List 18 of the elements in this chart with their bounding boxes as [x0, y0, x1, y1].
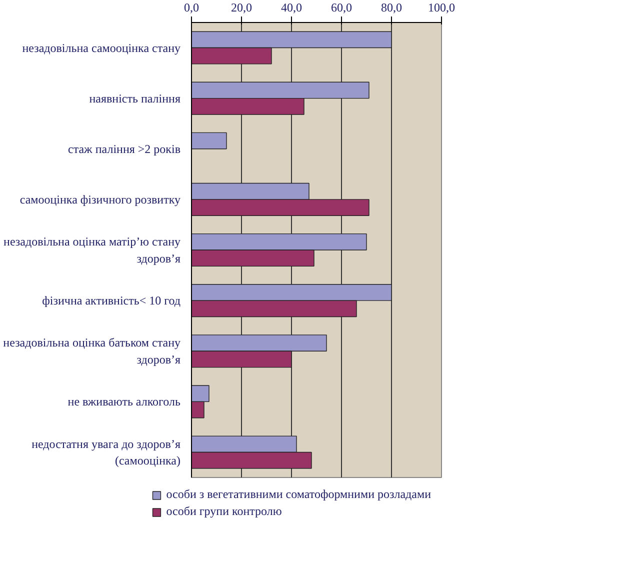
x-tick-label: 20,0: [231, 0, 252, 14]
y-tick-label: стаж паління >2 років: [68, 142, 181, 156]
x-tick-label: 80,0: [381, 0, 402, 14]
y-tick-label: самооцінка фізичного розвитку: [20, 192, 181, 206]
x-tick-label: 0,0: [184, 0, 199, 14]
x-tick-label: 60,0: [331, 0, 352, 14]
y-tick-label: незадовільна оцінка батьком стану здоров’я: [3, 336, 181, 367]
x-tick-label: 100,0: [428, 0, 455, 14]
y-tick-label: не вживають алкоголь: [68, 394, 182, 409]
x-tick-label: 40,0: [281, 0, 302, 14]
y-tick-label: фізична активність< 10 год: [42, 294, 181, 308]
bar: [192, 132, 227, 150]
legend-label: особи групи контролю: [166, 504, 282, 519]
y-tick-label: незадовільна оцінка матір’ю стану здоров’я: [4, 234, 181, 266]
legend-label: особи з вегетативними соматоформними розладами: [166, 487, 431, 502]
y-tick-label: незадовільна самооцінка стану: [22, 40, 181, 55]
y-tick-label: недостатня увага до здоров’я (самооцінка): [32, 436, 181, 468]
y-tick-label: наявність паління: [89, 91, 181, 106]
